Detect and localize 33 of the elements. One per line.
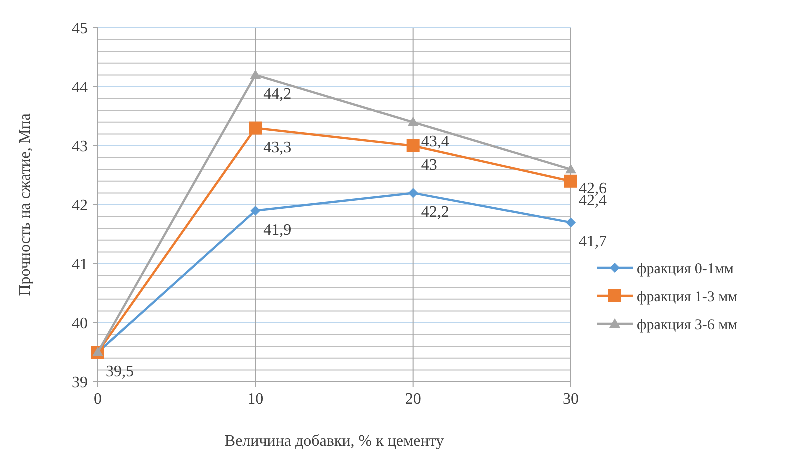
data-label: 39,5: [106, 364, 134, 380]
x-axis-title: Величина добавки, % к цементу: [224, 433, 444, 450]
point: [408, 116, 419, 126]
y-tick-label: 41: [72, 256, 88, 274]
x-tick-label: 30: [563, 391, 579, 408]
y-tick-label: 40: [72, 316, 88, 333]
y-tick-label: 44: [72, 80, 88, 97]
data-label: 42,2: [421, 204, 450, 222]
data-label: 43: [421, 157, 438, 174]
y-tick-label: 39: [72, 374, 88, 392]
x-tick-label: 0: [94, 391, 102, 408]
point: [408, 188, 418, 198]
point: [406, 140, 420, 152]
legend-label: фракция 0-1мм: [637, 261, 734, 278]
point: [564, 174, 578, 188]
data-label: 44,2: [264, 86, 292, 104]
point: [566, 164, 576, 174]
point: [250, 206, 261, 216]
legend-label: фракция 3-6 мм: [637, 317, 738, 334]
point: [250, 70, 262, 80]
x-tick-label: 20: [405, 391, 422, 408]
data-label: 41,7: [579, 234, 607, 251]
data-label: 43,4: [421, 133, 450, 150]
point: [249, 122, 262, 135]
y-tick-label: 43: [72, 138, 88, 156]
y-axis-title: Прочность на сжатие, Мпа: [17, 114, 34, 296]
data-label: 41,9: [264, 222, 292, 239]
point: [566, 218, 576, 228]
y-tick-label: 42: [72, 198, 88, 215]
data-label: 43,3: [264, 139, 292, 156]
legend-label: фракция 1-3 мм: [637, 289, 738, 306]
x-tick-label: 10: [248, 391, 264, 408]
y-tick-label: 45: [72, 20, 88, 38]
